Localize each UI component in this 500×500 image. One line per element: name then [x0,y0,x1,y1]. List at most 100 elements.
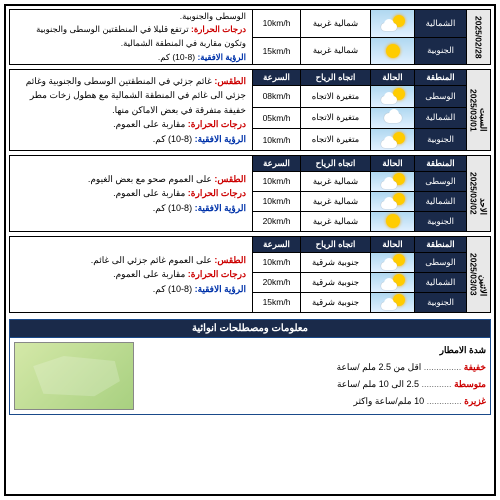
temp-text: مقاربة على العموم. [113,188,185,198]
forecast-day: الاثنين2025/03/03 المنطقة الوسطىالشمالية… [9,236,491,313]
region-cell: الشمالية [414,192,466,212]
wind-dir: شمالية غربية [300,38,370,65]
wind-col: اتجاه الرياح متغيرة الاتجاهمتغيرة الاتجا… [300,70,370,150]
forecast-day: السبت2025/03/01 المنطقة الوسطىالشماليةال… [9,69,491,151]
wind-dir: متغيرة الاتجاه [300,129,370,150]
hdr-wind: اتجاه الرياح [300,70,370,86]
regions-col: المنطقة الوسطىالشماليةالجنوبية [414,156,466,231]
weather-label: الطقس: [214,174,246,184]
date-cell: السبت2025/03/01 [466,70,490,150]
date-cell: الاثنين2025/03/03 [466,237,490,312]
hdr-region: المنطقة [414,70,466,86]
icon-col: الحالة [370,156,414,231]
wind-dir: جنوبية شرقية [300,293,370,312]
rain-heavy-text: 10 ملم/ساعة واكثر [354,396,425,406]
visibility-label: الرؤية الافقية: [195,203,246,213]
speed-col: 10km/h 15km/h [252,10,300,64]
wind-col: اتجاه الرياح جنوبية شرقيةجنوبية شرقيةجنو… [300,237,370,312]
visibility-text: (8-10) كم. [153,203,192,213]
forecast-description: الوسطى والجنوبية. درجات الحرارة: ترتفع ق… [10,10,252,64]
dots: ............... [421,362,461,372]
hdr-region: المنطقة [414,156,466,172]
region-cell: الوسطى [414,253,466,273]
weather-text: على العموم غائم جزئي الى غائم. [91,255,212,265]
weather-icon [370,129,414,150]
weather-icon [370,192,414,212]
days-container: السبت2025/03/01 المنطقة الوسطىالشماليةال… [9,69,491,313]
weather-text: غائم جزئي في المنطقتين الوسطى والجنوبية … [26,76,246,115]
visibility-text: (8-10) كم. [158,52,195,62]
wind-speed: 20km/h [252,212,300,231]
rain-mod-label: متوسطة [454,379,486,389]
region-cell: الشمالية [414,273,466,293]
date-cell: 2025/02/28 [466,10,490,64]
forecast-description: الطقس: على العموم غائم جزئي الى غائم. در… [10,237,252,312]
wind-speed: 10km/h [252,192,300,212]
region-cell: الجنوبية [414,293,466,312]
desc-tail: الوسطى والجنوبية. [180,11,246,21]
temp-text: مقاربة على العموم. [113,119,185,129]
temp-label: درجات الحرارة: [191,24,246,34]
hdr-wind: اتجاه الرياح [300,237,370,253]
region-south: الجنوبية [414,38,466,65]
weather-icon [370,293,414,312]
rain-heading: شدة الامطار [140,342,486,359]
speed-col: السرعة 10km/h10km/h20km/h [252,156,300,231]
hdr-speed: السرعة [252,70,300,86]
dots: .............. [424,396,462,406]
wind-speed: 10km/h [252,253,300,273]
weather-icon [370,273,414,293]
regions-col: المنطقة الوسطىالشماليةالجنوبية [414,237,466,312]
wind-speed: 10km/h [252,10,300,38]
visibility-label: الرؤية الافقية: [197,52,246,62]
visibility-label: الرؤية الافقية: [195,134,246,144]
weather-icon [370,10,414,38]
icon-col [370,10,414,64]
wind-dir: شمالية غربية [300,172,370,192]
weather-icon [370,108,414,130]
weather-icon [370,86,414,108]
hdr-state: الحالة [370,237,414,253]
temp-label: درجات الحرارة: [188,269,246,279]
forecast-description: الطقس: غائم جزئي في المنطقتين الوسطى وال… [10,70,252,150]
forecast-description: الطقس: على العموم صحو مع بعض الغيوم. درج… [10,156,252,231]
speed-col: السرعة 10km/h20km/h15km/h [252,237,300,312]
wind-col: اتجاه الرياح شمالية غربيةشمالية غربيةشما… [300,156,370,231]
wind-speed: 10km/h [252,129,300,150]
hdr-state: الحالة [370,156,414,172]
region-cell: الشمالية [414,108,466,130]
wind-speed: 15km/h [252,293,300,312]
region-cell: الجنوبية [414,129,466,150]
wind-speed: 20km/h [252,273,300,293]
weather-icon [370,38,414,65]
hdr-speed: السرعة [252,156,300,172]
rain-mod-text: 2.5 الى 10 ملم /ساعة [337,379,419,389]
info-box: معلومات ومصطلحات انوائية شدة الامطار خفي… [9,319,491,415]
wind-speed: 08km/h [252,86,300,108]
weather-icon [370,253,414,273]
temp-text: مقاربة على العموم. [113,269,185,279]
wind-col: شمالية غربية شمالية غربية [300,10,370,64]
visibility-label: الرؤية الافقية: [195,284,246,294]
info-title: معلومات ومصطلحات انوائية [10,320,490,338]
hdr-wind: اتجاه الرياح [300,156,370,172]
temp-label: درجات الحرارة: [188,119,246,129]
region-cell: الوسطى [414,86,466,108]
weather-label: الطقس: [214,255,246,265]
icon-col: الحالة [370,70,414,150]
wind-speed: 05km/h [252,108,300,130]
weather-label: الطقس: [214,76,246,86]
region-cell: الوسطى [414,172,466,192]
iraq-map [14,342,134,410]
temp-label: درجات الحرارة: [188,188,246,198]
wind-dir: جنوبية شرقية [300,273,370,293]
visibility-text: (8-10) كم. [153,134,192,144]
weather-icon [370,172,414,192]
info-body: شدة الامطار خفيفة ............... اقل من… [10,338,490,414]
wind-dir: شمالية غربية [300,10,370,38]
wind-dir: شمالية غربية [300,212,370,231]
hdr-speed: السرعة [252,237,300,253]
rain-heavy-label: غزيرة [464,396,486,406]
wind-dir: جنوبية شرقية [300,253,370,273]
hdr-region: المنطقة [414,237,466,253]
